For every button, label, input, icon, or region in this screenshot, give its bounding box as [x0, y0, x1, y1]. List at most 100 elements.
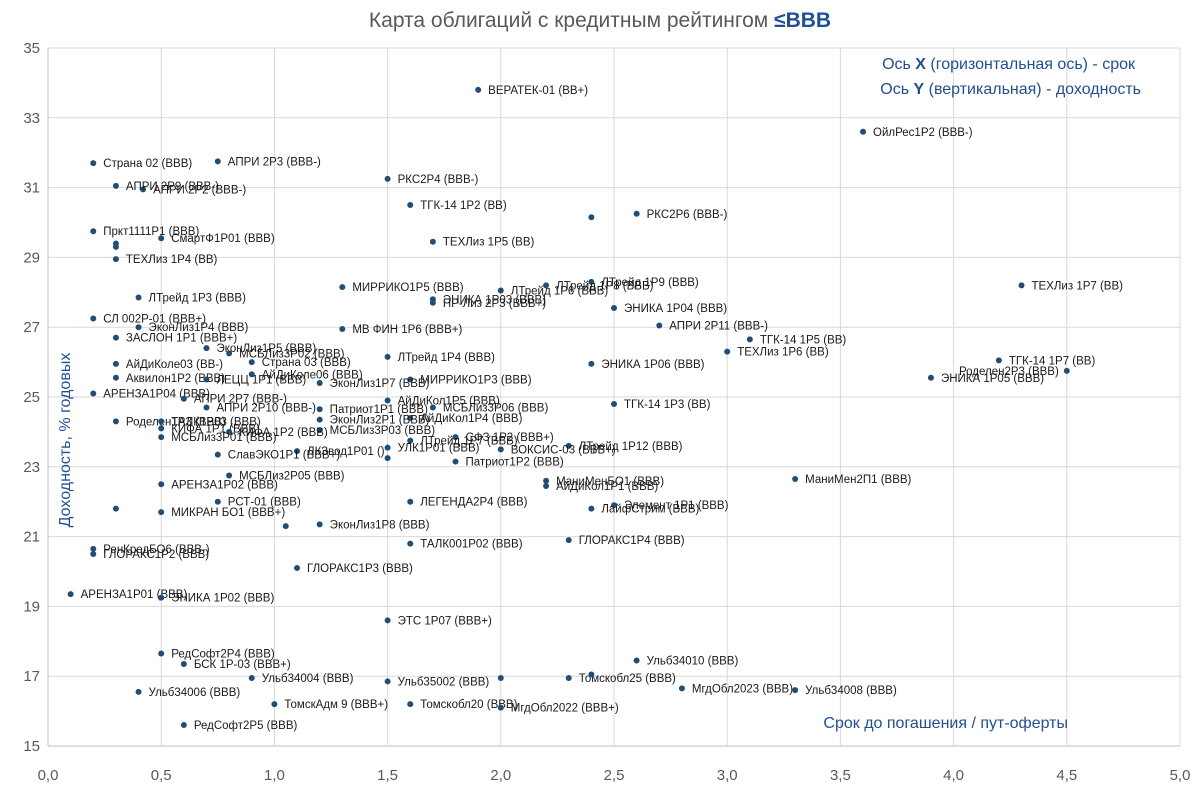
data-point-marker [565, 674, 572, 681]
data-point-marker [226, 472, 233, 479]
data-point: ЛТрейд 1Р9 (BBB) [588, 277, 699, 289]
y-tick-label: 33 [23, 110, 40, 127]
data-point-marker [565, 442, 572, 449]
data-point-label: ТГК-14 1Р3 (BB) [624, 399, 711, 411]
data-point-label: АйДиКол1Р5 (BBB) [398, 395, 500, 407]
data-point-marker [339, 284, 346, 291]
data-point-marker [407, 202, 414, 209]
data-point-label: Патриот1Р2 (BBB) [466, 457, 564, 469]
data-point: ТГК-14 1Р5 (BB) [746, 334, 846, 346]
y-tick-label: 25 [23, 389, 40, 406]
data-point-label: ТЕХЛиз 1Р7 (BB) [1032, 280, 1124, 292]
data-point: Аквилон1Р2 (BBB) [112, 373, 225, 385]
x-tick-label: 1,0 [264, 767, 285, 784]
data-point-marker [995, 357, 1002, 364]
data-point-label: Роделен2Р3 (BBB) [959, 366, 1059, 378]
data-point: МИРРИКО1Р3 (BBB) [407, 375, 532, 387]
data-point-marker [158, 235, 165, 242]
chart-title: Карта облигаций с кредитным рейтингом ≤B… [369, 9, 831, 32]
data-point: РедСофт2Р5 (BBB) [180, 720, 298, 732]
data-point-label: Элемент 1Р1 (BBB) [624, 500, 729, 512]
data-point: АРЕНЗА1Р04 (BBB) [90, 389, 210, 401]
data-point-marker [407, 437, 414, 444]
data-point-marker [452, 458, 459, 465]
data-point: ЭконЛиз1Р8 (BBB) [316, 519, 430, 531]
data-point: Томскобл25 (BBB) [565, 673, 676, 685]
data-point-marker [135, 688, 142, 695]
data-point: Патриот1Р1 (BBB) [316, 404, 428, 416]
data-point-label: Ульб34008 (BBB) [805, 685, 897, 697]
data-point-marker [565, 537, 572, 544]
y-tick-label: 23 [23, 459, 40, 476]
data-point-marker [90, 545, 97, 552]
data-point: Страна 02 (BBB) [90, 158, 192, 170]
data-point-label: ТАЛК1Р03 (BBB) [171, 416, 261, 428]
y-tick-label: 17 [23, 668, 40, 685]
data-point: Ульб34006 (BBB) [135, 687, 240, 699]
data-point: ВЕРАТЕК-01 (BB+) [475, 85, 588, 97]
data-point-label: ЛТрейд 1Р12 (BBB) [579, 441, 683, 453]
data-point: АйДиКол1Р5 (BBB) [384, 395, 500, 407]
data-point-marker [860, 128, 867, 135]
data-point-marker [248, 371, 255, 378]
data-point-marker [135, 294, 142, 301]
data-point: ЛТрейд 1Р8 (BBB) [543, 280, 654, 292]
data-point: АПРИ 2Р9 (BBB-) [112, 181, 219, 193]
x-tick-label: 0,5 [151, 767, 172, 784]
data-point-marker [180, 722, 187, 729]
data-point-marker [384, 678, 391, 685]
data-point-marker [407, 376, 414, 383]
data-point-label: ЛЕЦЦ 1Р1 (BBB) [216, 375, 306, 387]
data-point-marker [112, 360, 119, 367]
data-point-label: МаниМен2П1 (BBB) [805, 474, 911, 486]
data-point: Ульб34010 (BBB) [633, 655, 738, 667]
data-point [588, 214, 595, 221]
data-point: ЭТС 1Р07 (BBB+) [384, 615, 492, 627]
data-point-marker [67, 591, 74, 598]
data-point: СФЗ 1Р2 (BBB+) [452, 432, 554, 444]
data-point-marker [543, 282, 550, 289]
data-point-label: Томскобл20 (BBB) [420, 699, 517, 711]
data-point-label: ЭконЛиз2Р1 (BBB) [330, 415, 430, 427]
data-point-label: Ульб34004 (BBB) [262, 673, 354, 685]
data-point-label: ТЕХЛиз 1Р6 (BB) [737, 347, 829, 359]
data-point-label: ТЕХЛиз 1Р4 (BB) [126, 254, 218, 266]
data-point: БСК 1Р-03 (BBB+) [180, 659, 291, 671]
data-point-marker [316, 521, 323, 528]
y-tick-label: 21 [23, 529, 40, 546]
data-point: ЗАСЛОН 1Р1 (BBB+) [112, 333, 237, 345]
data-point: АПРИ 2Р2 (BBB-) [140, 184, 246, 196]
data-point: АПРИ 2Р10 (BBB-) [203, 402, 316, 414]
data-point-marker [203, 376, 210, 383]
grid [47, 47, 1181, 747]
data-point: ТГК-14 1Р7 (BB) [995, 355, 1095, 367]
data-point-marker [407, 540, 414, 547]
data-point [497, 674, 504, 681]
data-point-marker [927, 374, 934, 381]
data-point: АРЕНЗА1Р01 (BBB) [67, 589, 187, 601]
y-tick-label: 15 [23, 738, 40, 755]
data-point-label: АПРИ 2Р10 (BBB-) [216, 402, 316, 414]
data-point-marker [203, 345, 210, 352]
data-point-label: ЭНИКА 1Р05 (BBB) [941, 373, 1044, 385]
data-point: Страна 03 (BBB) [248, 357, 351, 369]
data-point-label: ЗАСЛОН 1Р1 (BBB+) [126, 333, 237, 345]
data-point-marker [633, 657, 640, 664]
data-point: МИКРАН БО1 (BBB+) [158, 507, 285, 519]
data-point-marker [214, 451, 221, 458]
data-point: Ульб34008 (BBB) [792, 685, 897, 697]
y-axis-ticks: 15 17 19 21 23 25 27 29 31 33 35 [23, 40, 40, 755]
data-point-marker [248, 359, 255, 366]
data-point: Патриот1Р2 (BBB) [452, 457, 564, 469]
data-point-label: СмартФ1Р01 (BBB) [171, 233, 275, 245]
data-point: СмартФ1Р01 (BBB) [158, 233, 275, 245]
annotation-x-letter: X [915, 56, 926, 73]
data-point: Ульб34004 (BBB) [248, 673, 354, 685]
data-point-marker [316, 427, 323, 434]
data-point-label: ГЛОРАКС1Р3 (BBB) [307, 563, 413, 575]
data-point: ТомскАдм 9 (BBB+) [271, 699, 388, 711]
data-point-label: СлавЭКО1Р1 (BBB+) [228, 450, 341, 462]
data-point-marker [588, 505, 595, 512]
data-point: МСБЛиз2Р05 (BBB) [226, 471, 345, 483]
data-point-marker [588, 360, 595, 367]
